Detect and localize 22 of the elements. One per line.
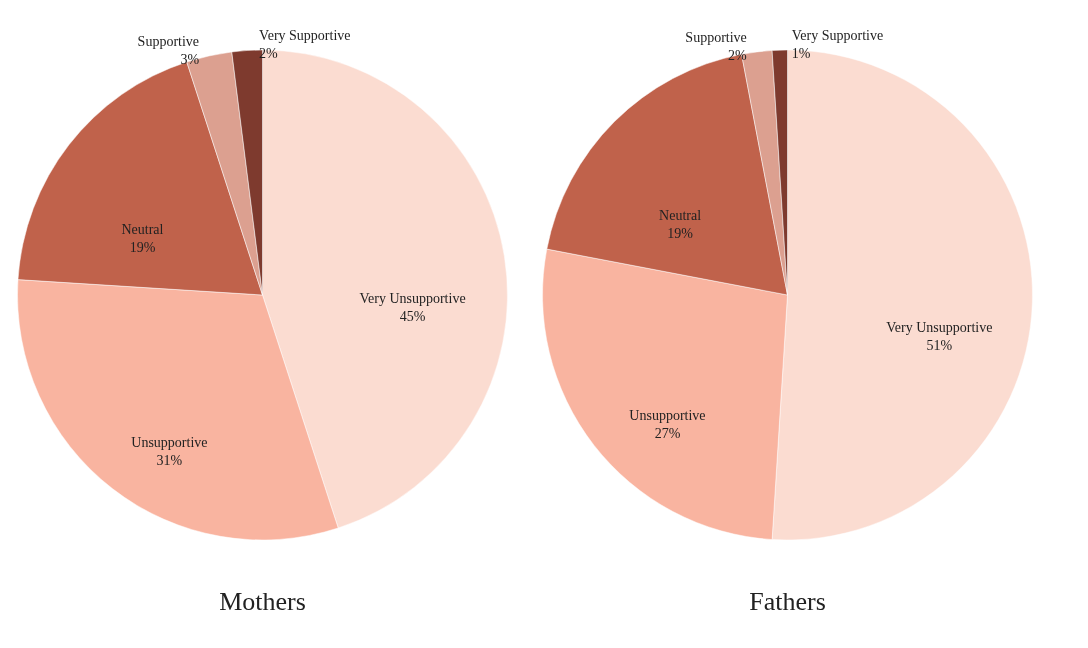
- data-label: 2%: [259, 46, 279, 61]
- data-label: 2%: [728, 47, 748, 63]
- data-label: 45%: [399, 309, 426, 325]
- slice-label: Unsupportive: [629, 408, 706, 424]
- data-label: 3%: [180, 51, 200, 67]
- data-label: 19%: [129, 239, 156, 255]
- data-label: 1%: [791, 46, 811, 61]
- data-label: 51%: [926, 337, 953, 353]
- slice-label: Neutral: [121, 221, 164, 237]
- data-label: 31%: [156, 453, 183, 469]
- data-label: 19%: [667, 225, 694, 241]
- slice-label: Neutral: [659, 207, 702, 223]
- data-label: 27%: [654, 426, 681, 442]
- text: Fathers: [749, 587, 826, 616]
- slice-label: Very Supportive: [791, 28, 884, 43]
- text: Mothers: [219, 587, 306, 616]
- slice-label: Very Unsupportive: [359, 291, 466, 307]
- slice-label: Supportive: [685, 29, 747, 45]
- slice-label: Supportive: [137, 33, 200, 49]
- slice-label: Very Unsupportive: [886, 319, 993, 335]
- slice-label: Unsupportive: [131, 435, 208, 451]
- slice-label: Very Supportive: [259, 28, 351, 43]
